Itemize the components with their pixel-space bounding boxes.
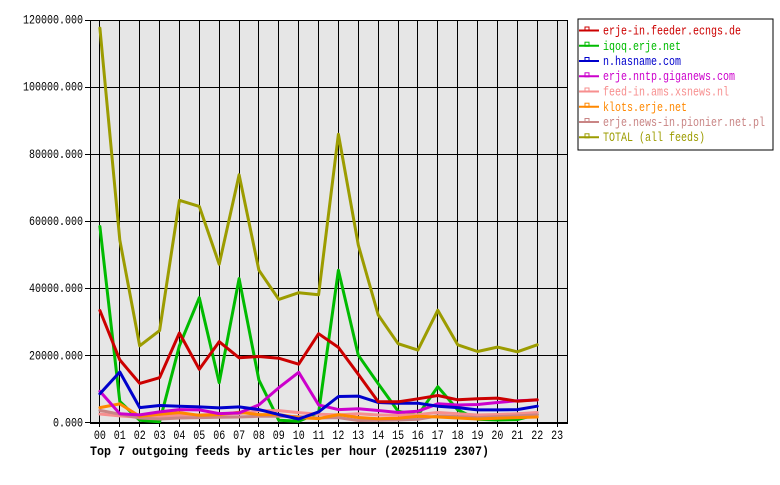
svg-text:12: 12: [332, 428, 344, 443]
svg-text:19: 19: [472, 428, 484, 443]
svg-text:13: 13: [352, 428, 364, 443]
svg-text:20000.000: 20000.000: [29, 348, 83, 363]
svg-text:80000.000: 80000.000: [29, 147, 83, 162]
svg-text:klots.erje.net: klots.erje.net: [603, 100, 687, 115]
svg-text:11: 11: [313, 428, 325, 443]
svg-text:erje.nntp.giganews.com: erje.nntp.giganews.com: [603, 69, 735, 84]
svg-text:00: 00: [94, 428, 106, 443]
svg-text:Top 7 outgoing feeds by articl: Top 7 outgoing feeds by articles per hou…: [90, 444, 489, 459]
svg-text:23: 23: [551, 428, 563, 443]
svg-text:erje-in.feeder.ecngs.de: erje-in.feeder.ecngs.de: [603, 24, 741, 39]
svg-text:18: 18: [452, 428, 464, 443]
svg-text:60000.000: 60000.000: [29, 214, 83, 229]
svg-text:n.hasname.com: n.hasname.com: [603, 54, 681, 69]
svg-text:TOTAL (all feeds): TOTAL (all feeds): [603, 130, 705, 145]
svg-text:07: 07: [233, 428, 245, 443]
svg-text:0.000: 0.000: [53, 416, 83, 431]
svg-text:06: 06: [213, 428, 225, 443]
svg-text:08: 08: [253, 428, 265, 443]
svg-text:100000.000: 100000.000: [23, 80, 83, 95]
svg-text:14: 14: [372, 428, 384, 443]
svg-text:02: 02: [134, 428, 146, 443]
svg-text:09: 09: [273, 428, 285, 443]
svg-text:iqoq.erje.net: iqoq.erje.net: [603, 39, 681, 54]
svg-text:21: 21: [511, 428, 523, 443]
svg-text:04: 04: [173, 428, 185, 443]
svg-text:feed-in.ams.xsnews.nl: feed-in.ams.xsnews.nl: [603, 85, 729, 100]
svg-text:20: 20: [491, 428, 503, 443]
svg-text:17: 17: [432, 428, 444, 443]
svg-text:erje.news-in.pionier.net.pl: erje.news-in.pionier.net.pl: [603, 115, 765, 130]
svg-text:03: 03: [154, 428, 166, 443]
svg-text:22: 22: [531, 428, 543, 443]
svg-text:10: 10: [293, 428, 305, 443]
svg-text:01: 01: [114, 428, 126, 443]
svg-text:15: 15: [392, 428, 404, 443]
svg-text:05: 05: [193, 428, 205, 443]
svg-text:40000.000: 40000.000: [29, 281, 83, 296]
svg-text:16: 16: [412, 428, 424, 443]
svg-text:120000.000: 120000.000: [23, 13, 83, 28]
